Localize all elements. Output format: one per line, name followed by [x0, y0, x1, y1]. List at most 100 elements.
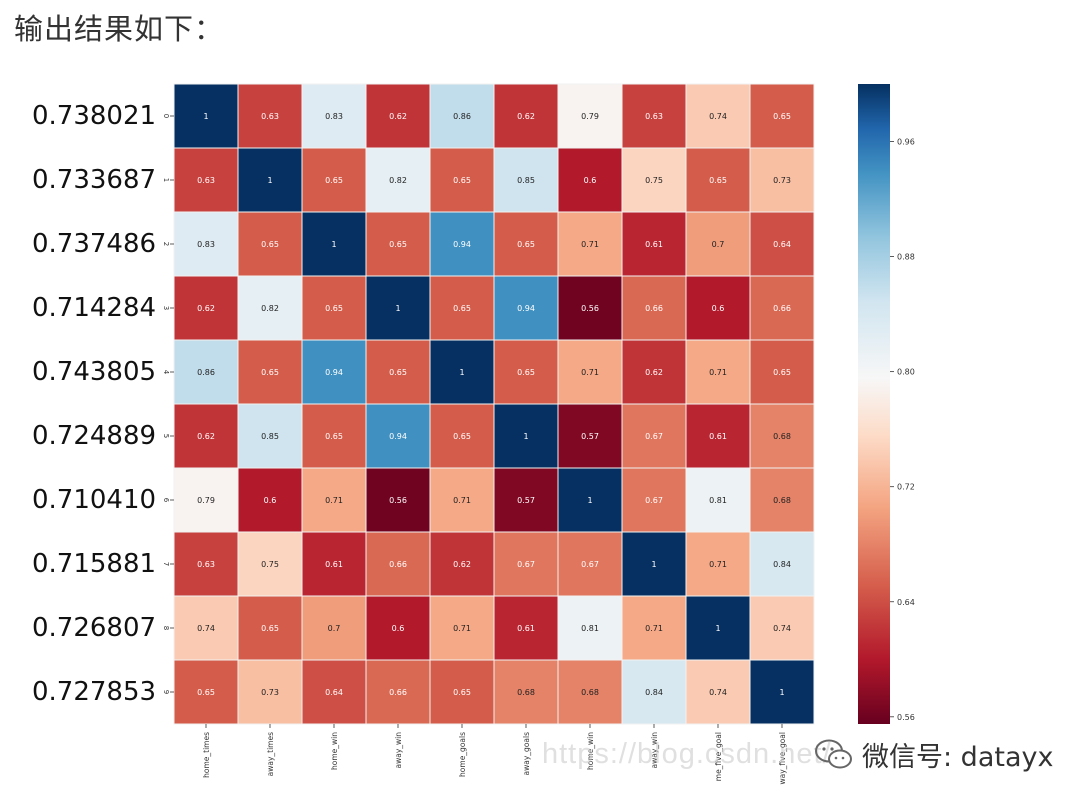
heatmap-cell-label: 0.7: [328, 624, 341, 633]
heatmap-cell: [237, 531, 303, 597]
heatmap-cell: [621, 467, 687, 533]
caption-text: 输出结果如下：: [14, 12, 225, 46]
heatmap-cell: [749, 339, 815, 405]
heatmap-cell: [301, 659, 367, 725]
heatmap-cell-label: 0.62: [517, 112, 535, 121]
watermark-url: https://blog.csdn.net/: [542, 738, 832, 770]
heatmap-cell-label: 0.63: [261, 112, 279, 121]
heatmap-cell-label: 0.56: [581, 304, 599, 313]
column-tick-label: home_goals: [458, 732, 467, 777]
heatmap-cell-label: 0.65: [261, 368, 279, 377]
heatmap-cell: [557, 147, 623, 213]
heatmap-cell: [301, 531, 367, 597]
heatmap-cell-label: 0.57: [581, 432, 599, 441]
heatmap-cell-label: 0.6: [264, 496, 277, 505]
heatmap-cell-label: 0.66: [645, 304, 663, 313]
heatmap-cell-label: 0.68: [773, 496, 791, 505]
colorbar-tick-label: 0.80: [897, 368, 915, 377]
score-value: 0.733687: [32, 165, 157, 195]
column-tick-labels: home_times away_times home_win away_win home…: [202, 724, 787, 784]
heatmap-cell-label: 1: [651, 560, 656, 569]
row-tick-label: 5: [162, 434, 170, 438]
column-tick-label: home_win: [586, 732, 595, 770]
heatmap-cell-label: 0.74: [773, 624, 791, 633]
heatmap-cell: [429, 275, 495, 341]
wechat-icon: [815, 739, 852, 769]
heatmap-cell: [621, 659, 687, 725]
heatmap-cell-label: 0.84: [645, 688, 663, 697]
heatmap-cell-label: 0.68: [581, 688, 599, 697]
heatmap-cell-label: 0.68: [773, 432, 791, 441]
column-tick-label: away_win: [650, 732, 659, 769]
heatmap-cell-label: 0.62: [197, 304, 215, 313]
heatmap-cell: [429, 531, 495, 597]
heatmap-cell-label: 0.65: [453, 688, 471, 697]
heatmap-cell-label: 0.75: [261, 560, 279, 569]
heatmap-cell: [365, 211, 431, 277]
heatmap-cell-label: 0.65: [453, 176, 471, 185]
heatmap-cell-label: 0.74: [197, 624, 215, 633]
heatmap-cell-label: 0.85: [517, 176, 535, 185]
heatmap-cell-label: 0.65: [325, 432, 343, 441]
heatmap-cell-label: 0.94: [517, 304, 535, 313]
heatmap-cell-label: 0.65: [517, 240, 535, 249]
heatmap-cell: [301, 147, 367, 213]
heatmap-cell-label: 0.62: [197, 432, 215, 441]
heatmap-cell-label: 0.65: [389, 368, 407, 377]
heatmap-cell-label: 1: [459, 368, 464, 377]
heatmap-cell-label: 0.84: [773, 560, 791, 569]
heatmap-cell-label: 0.82: [261, 304, 279, 313]
brand-text: 微信号: datayx: [862, 741, 1054, 773]
heatmap-cell-label: 0.6: [392, 624, 405, 633]
heatmap-cell-label: 0.74: [709, 688, 727, 697]
heatmap-cell: [429, 83, 495, 149]
heatmap-cell-label: 0.73: [773, 176, 791, 185]
heatmap-cell: [173, 531, 239, 597]
heatmap-cell-label: 0.65: [261, 240, 279, 249]
heatmap-cell-label: 0.61: [709, 432, 727, 441]
heatmap-cell: [365, 403, 431, 469]
heatmap-cell-label: 1: [779, 688, 784, 697]
column-tick-label: way_five_goal: [778, 732, 787, 784]
row-tick-label: 4: [162, 370, 170, 375]
heatmap-cell-label: 0.94: [453, 240, 471, 249]
heatmap-cell-label: 0.64: [773, 240, 791, 249]
heatmap-cell: [493, 339, 559, 405]
heatmap-cell-label: 1: [331, 240, 336, 249]
heatmap-cell-label: 0.64: [325, 688, 343, 697]
heatmap-cell: [493, 147, 559, 213]
heatmap-cell: [365, 659, 431, 725]
heatmap-cell: [685, 83, 751, 149]
heatmap-cell-label: 0.61: [645, 240, 663, 249]
heatmap-cell: [173, 339, 239, 405]
heatmap-cell-label: 0.63: [197, 176, 215, 185]
heatmap-cell: [237, 595, 303, 661]
heatmap-cell-label: 0.68: [517, 688, 535, 697]
heatmap-cell-label: 0.57: [517, 496, 535, 505]
score-value: 0.710410: [32, 485, 157, 515]
heatmap-cell: [301, 467, 367, 533]
colorbar-tick-label: 0.96: [897, 138, 915, 147]
heatmap-cell-label: 0.94: [325, 368, 343, 377]
heatmap-cell-label: 0.6: [712, 304, 725, 313]
heatmap-cell-label: 0.65: [197, 688, 215, 697]
heatmap-cell-label: 0.61: [325, 560, 343, 569]
row-tick-label: 7: [162, 562, 170, 566]
heatmap-cell: [749, 467, 815, 533]
heatmap-cell: [429, 659, 495, 725]
score-value: 0.726807: [32, 613, 157, 643]
heatmap-cell-label: 1: [715, 624, 720, 633]
heatmap-cell-label: 0.85: [261, 432, 279, 441]
colorbar: 0.56 0.64 0.72 0.80 0.88 0.96: [858, 84, 915, 724]
heatmap-cell: [685, 403, 751, 469]
heatmap-cell: [557, 339, 623, 405]
heatmap-cell: [685, 467, 751, 533]
heatmap-cell-label: 0.86: [197, 368, 215, 377]
heatmap-cell: [557, 275, 623, 341]
heatmap-cell: [493, 83, 559, 149]
heatmap-cell-label: 0.71: [581, 368, 599, 377]
heatmap-cell-label: 0.79: [581, 112, 599, 121]
heatmap-cell-label: 0.94: [389, 432, 407, 441]
heatmap-cell: [301, 275, 367, 341]
heatmap-cell: [621, 531, 687, 597]
